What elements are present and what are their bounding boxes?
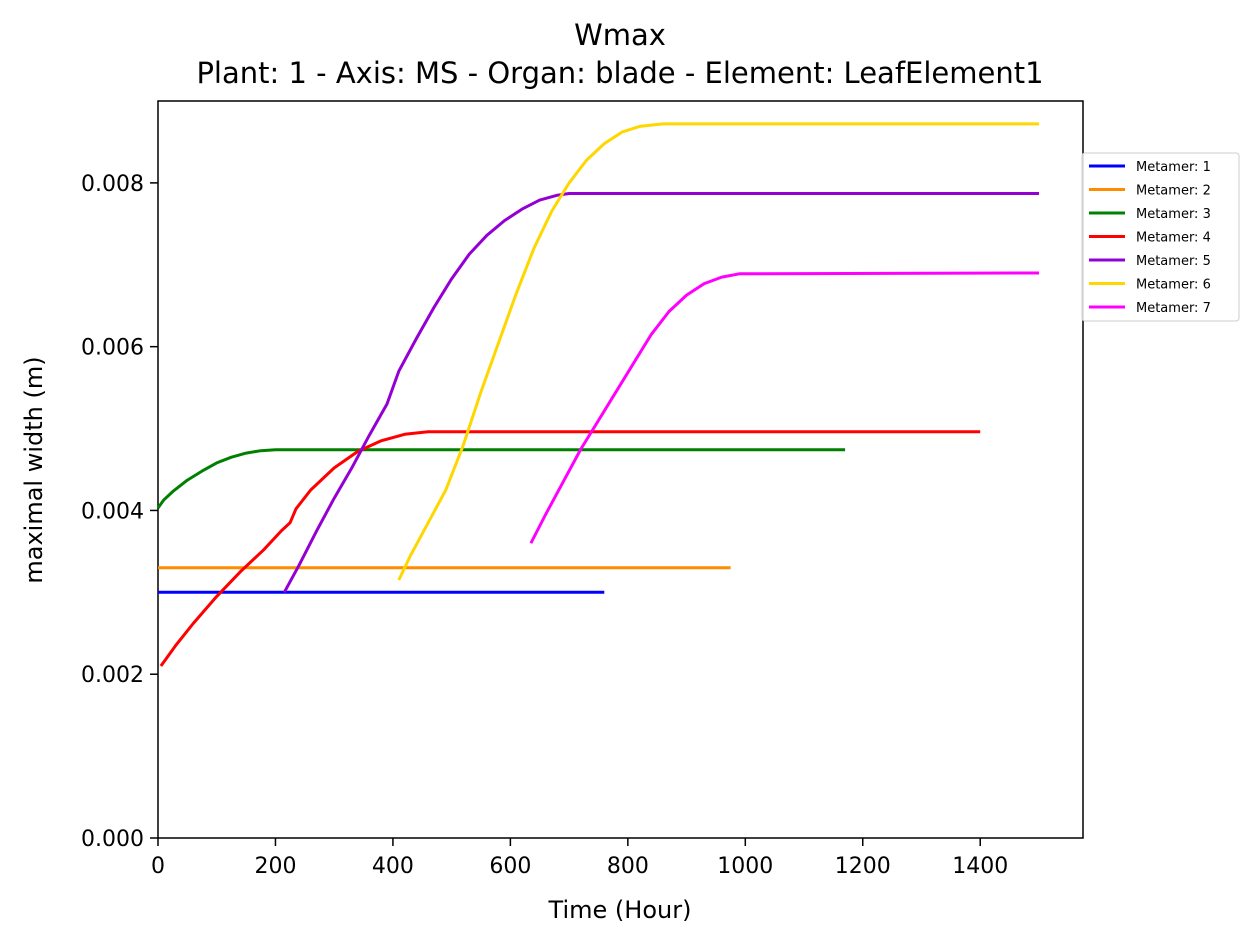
plot-area — [157, 100, 1084, 839]
series-line-metamer-5 — [282, 192, 1039, 594]
x-tick-label: 1200 — [835, 854, 891, 879]
legend-entry-label: Metamer: 4 — [1136, 231, 1211, 246]
series-lines — [156, 122, 1040, 667]
x-axis-label: Time (Hour) — [548, 896, 692, 924]
x-tick-label: 0 — [151, 854, 165, 879]
chart-title: Wmax — [574, 18, 666, 52]
x-tick-label: 400 — [372, 854, 414, 879]
y-axis-label: maximal width (m) — [20, 356, 48, 583]
legend-entry-label: Metamer: 2 — [1136, 184, 1211, 199]
x-tick-label: 1400 — [952, 854, 1008, 879]
x-tick-label: 800 — [607, 854, 649, 879]
x-tick-label: 600 — [489, 854, 531, 879]
legend: Metamer: 1 Metamer: 2 Metamer: 3 Metamer: 4… — [1081, 152, 1240, 322]
y-tick-label: 0.000 — [81, 827, 144, 852]
series-line-metamer-4 — [159, 430, 981, 667]
x-tick-label: 200 — [254, 854, 296, 879]
x-tick-label: 1000 — [717, 854, 773, 879]
legend-entry-label: Metamer: 5 — [1136, 254, 1211, 269]
legend-entry-label: Metamer: 3 — [1136, 207, 1211, 222]
y-axis-ticks: 0.000 0.002 0.004 0.006 0.008 — [81, 172, 158, 852]
y-tick-label: 0.004 — [81, 499, 144, 524]
legend-entry-label: Metamer: 1 — [1136, 160, 1211, 175]
series-line-metamer-6 — [397, 122, 1039, 581]
series-line-metamer-7 — [529, 271, 1040, 544]
y-tick-label: 0.002 — [81, 663, 144, 688]
chart-subtitle: Plant: 1 - Axis: MS - Organ: blade - Ele… — [196, 56, 1043, 90]
plot-frame — [157, 100, 1084, 839]
series-line-metamer-3 — [156, 448, 846, 509]
legend-box — [1081, 152, 1240, 322]
y-tick-label: 0.006 — [81, 336, 144, 361]
x-axis-ticks: 0 200 400 600 800 1000 1200 1400 — [151, 838, 1008, 879]
legend-entry-label: Metamer: 7 — [1136, 301, 1211, 316]
legend-entry-label: Metamer: 6 — [1136, 278, 1211, 293]
y-tick-label: 0.008 — [81, 172, 144, 197]
